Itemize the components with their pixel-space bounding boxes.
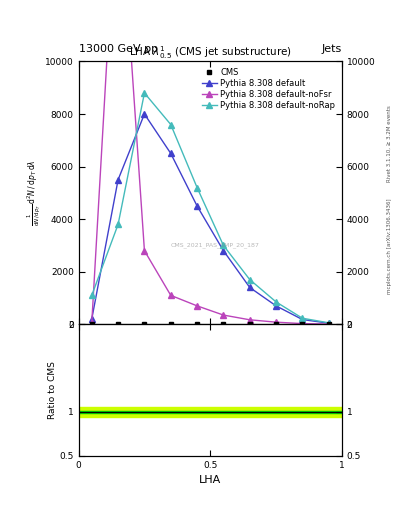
Pythia 8.308 default-noFsr [142,248,147,254]
CMS [274,321,278,327]
Pythia 8.308 default-noFsr [326,321,331,327]
Text: Jets: Jets [321,44,342,54]
Legend: CMS, Pythia 8.308 default, Pythia 8.308 default-noFsr, Pythia 8.308 default-noRa: CMS, Pythia 8.308 default, Pythia 8.308 … [199,66,338,113]
Pythia 8.308 default-noFsr [300,321,305,327]
Pythia 8.308 default [326,320,331,326]
CMS [116,321,120,327]
Pythia 8.308 default-noRap [90,292,94,298]
Pythia 8.308 default-noFsr [248,317,252,323]
Pythia 8.308 default-noFsr [274,319,278,325]
CMS [90,321,94,327]
Pythia 8.308 default-noRap [300,315,305,322]
Y-axis label: $\frac{1}{\mathrm{d}N\,/\,\mathrm{d}p_T}\,\mathrm{d}^2N\,/\,\mathrm{d}p_T\,\math: $\frac{1}{\mathrm{d}N\,/\,\mathrm{d}p_T}… [25,160,42,226]
Title: LHA $\lambda^{1}_{0.5}$ (CMS jet substructure): LHA $\lambda^{1}_{0.5}$ (CMS jet substru… [129,45,292,61]
CMS [326,321,331,327]
Line: Pythia 8.308 default-noFsr: Pythia 8.308 default-noFsr [89,0,332,327]
Line: Pythia 8.308 default: Pythia 8.308 default [89,111,332,326]
CMS [168,321,173,327]
CMS [142,321,147,327]
Pythia 8.308 default [221,248,226,254]
Pythia 8.308 default [168,151,173,157]
Pythia 8.308 default [90,316,94,322]
Pythia 8.308 default-noRap [168,121,173,127]
Pythia 8.308 default [142,111,147,117]
Pythia 8.308 default [195,203,200,209]
Pythia 8.308 default-noRap [221,242,226,248]
Text: mcplots.cern.ch [arXiv:1306.3436]: mcplots.cern.ch [arXiv:1306.3436] [387,198,391,293]
Line: Pythia 8.308 default-noRap: Pythia 8.308 default-noRap [89,90,332,326]
Text: CMS_2021_PAS_SMP_20_187: CMS_2021_PAS_SMP_20_187 [171,243,260,248]
CMS [195,321,200,327]
Pythia 8.308 default [116,177,120,183]
Pythia 8.308 default-noRap [274,299,278,305]
Text: 13000 GeV pp: 13000 GeV pp [79,44,158,54]
Pythia 8.308 default [300,316,305,323]
CMS [221,321,226,327]
Pythia 8.308 default-noRap [142,90,147,96]
Pythia 8.308 default-noFsr [168,292,173,298]
CMS [248,321,252,327]
Pythia 8.308 default-noRap [326,320,331,326]
Pythia 8.308 default [274,303,278,309]
Pythia 8.308 default-noRap [248,276,252,283]
X-axis label: LHA: LHA [199,475,221,485]
Line: CMS: CMS [89,322,331,327]
Pythia 8.308 default-noFsr [195,303,200,309]
Text: Rivet 3.1.10, ≥ 3.2M events: Rivet 3.1.10, ≥ 3.2M events [387,105,391,182]
Pythia 8.308 default-noFsr [221,312,226,318]
Pythia 8.308 default-noRap [116,221,120,227]
Y-axis label: Ratio to CMS: Ratio to CMS [48,361,57,419]
Pythia 8.308 default-noFsr [90,320,94,326]
Pythia 8.308 default-noRap [195,184,200,190]
CMS [300,321,305,327]
Pythia 8.308 default [248,284,252,290]
